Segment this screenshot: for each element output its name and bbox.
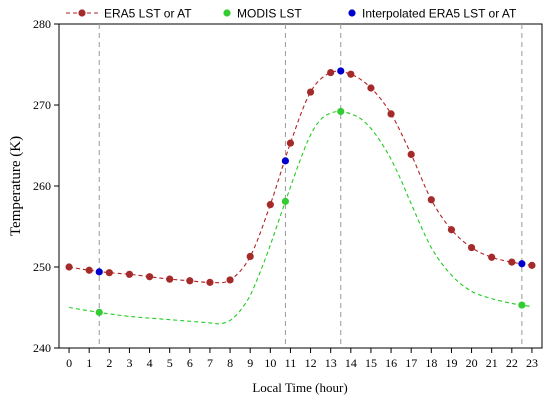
era5-point	[166, 275, 174, 283]
x-tick-label: 9	[247, 356, 253, 370]
y-tick-label: 240	[33, 341, 51, 355]
modis-point	[337, 107, 345, 116]
legend-marker	[223, 9, 231, 17]
x-tick-label: 3	[126, 356, 132, 370]
series-markers	[65, 67, 536, 316]
x-axis: 0 1 2 3 4 5 6 7 8 9 10 11 12 13 14 15 16 17 18 19 20 21 22 23	[66, 348, 538, 370]
x-tick-label: 12	[305, 356, 317, 370]
legend-marker	[78, 9, 86, 17]
era5-point	[145, 273, 154, 281]
x-tick-label: 18	[425, 356, 437, 370]
legend-label: Interpolated ERA5 LST or AT	[362, 7, 517, 21]
plot-frame	[58, 23, 543, 349]
era5-point	[347, 70, 355, 78]
era5-point	[447, 226, 456, 234]
x-tick-label: 23	[526, 356, 538, 370]
legend: ERA5 LST or AT MODIS LST Interpolated ERA5…	[66, 7, 517, 21]
era5-point	[105, 269, 113, 277]
x-tick-label: 20	[466, 356, 478, 370]
era5-point	[508, 258, 516, 266]
x-tick-label: 1	[86, 356, 92, 370]
x-tick-label: 14	[345, 356, 357, 370]
era5-point	[125, 270, 134, 278]
modis-series-line	[68, 110, 533, 325]
interpolated-point	[337, 67, 345, 75]
vertical-reference-lines	[98, 24, 523, 348]
x-tick-label: 15	[365, 356, 377, 370]
x-tick-label: 10	[264, 356, 276, 370]
y-axis: 240 250 260 270 280	[33, 17, 59, 355]
x-tick-label: 4	[147, 356, 153, 370]
era5-point	[367, 84, 375, 92]
x-tick-label: 6	[187, 356, 193, 370]
interpolated-point	[95, 268, 103, 276]
interpolated-point	[518, 260, 526, 268]
y-tick-label: 280	[33, 17, 51, 31]
x-tick-label: 22	[506, 356, 518, 370]
x-tick-label: 16	[385, 356, 397, 370]
era5-point	[246, 252, 254, 261]
x-axis-title: Local Time (hour)	[252, 380, 347, 395]
interpolated-point	[281, 157, 290, 165]
modis-point	[95, 308, 103, 316]
era5-point	[206, 278, 214, 286]
era5-point	[488, 253, 496, 261]
era5-point	[186, 277, 194, 285]
era5-point	[407, 150, 415, 159]
era5-point	[266, 201, 274, 209]
legend-marker	[348, 9, 356, 17]
x-tick-label: 17	[405, 356, 417, 370]
y-tick-label: 260	[33, 179, 51, 193]
x-tick-label: 21	[486, 356, 498, 370]
y-tick-label: 270	[33, 98, 51, 112]
era5-point	[65, 263, 73, 271]
era5-point	[427, 196, 435, 204]
era5-point	[286, 139, 295, 147]
era5-point	[327, 69, 335, 77]
y-axis-title: Temperature (K)	[8, 136, 24, 236]
y-tick-label: 250	[33, 260, 51, 274]
era5-point	[528, 261, 536, 269]
modis-point	[518, 301, 526, 309]
x-tick-label: 8	[227, 356, 233, 370]
era5-point	[226, 276, 234, 284]
x-tick-label: 13	[325, 356, 337, 370]
era5-point	[387, 110, 395, 118]
x-tick-label: 19	[445, 356, 457, 370]
x-tick-label: 0	[66, 356, 72, 370]
x-tick-label: 7	[207, 356, 213, 370]
era5-point	[467, 243, 476, 252]
x-tick-label: 5	[167, 356, 173, 370]
x-tick-label: 11	[285, 356, 297, 370]
era5-point	[85, 266, 93, 274]
x-tick-label: 2	[106, 356, 112, 370]
era5-point	[306, 88, 315, 96]
legend-label: MODIS LST	[237, 7, 302, 21]
plot-area	[58, 23, 543, 349]
legend-label: ERA5 LST or AT	[104, 7, 192, 21]
modis-point	[281, 197, 290, 205]
